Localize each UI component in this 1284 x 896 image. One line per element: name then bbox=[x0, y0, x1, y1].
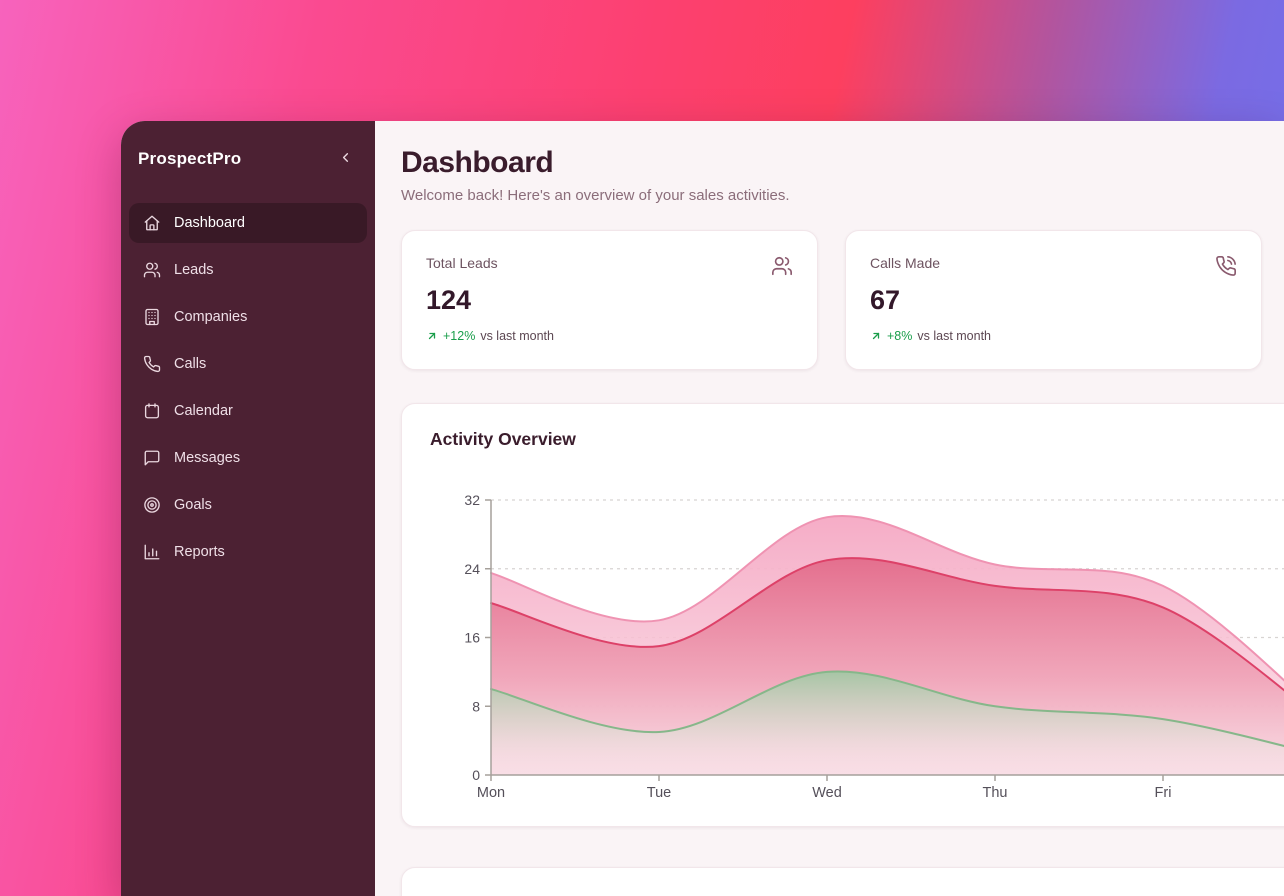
main-content: Dashboard Welcome back! Here's an overvi… bbox=[375, 121, 1284, 896]
trend-up-icon bbox=[426, 330, 438, 342]
page-title: Dashboard bbox=[401, 146, 554, 179]
stat-card-calls-made: Calls Made 67 +8% vs last month bbox=[845, 230, 1262, 370]
svg-text:Mon: Mon bbox=[477, 785, 505, 801]
building-icon bbox=[143, 308, 161, 326]
svg-text:24: 24 bbox=[464, 561, 480, 577]
users-icon bbox=[143, 261, 161, 279]
stat-trend: +8% vs last month bbox=[870, 329, 1237, 343]
bar-chart-icon bbox=[143, 543, 161, 561]
phone-call-icon bbox=[1215, 255, 1237, 277]
trend-suffix: vs last month bbox=[917, 329, 992, 343]
svg-text:Wed: Wed bbox=[812, 785, 842, 801]
activity-overview-card: Activity Overview 0 8 16 24 32 Mon Tue Wed Thu Fr… bbox=[401, 403, 1284, 827]
page-subtitle: Welcome back! Here's an overview of your… bbox=[401, 187, 790, 204]
stat-card-total-leads: Total Leads 124 +12% vs last month bbox=[401, 230, 818, 370]
svg-text:Thu: Thu bbox=[983, 785, 1008, 801]
sidebar-item-messages[interactable]: Messages bbox=[129, 438, 367, 478]
svg-text:32: 32 bbox=[464, 492, 480, 508]
app-window: ProspectPro Dashboard Leads Companies Ca… bbox=[121, 121, 1284, 896]
target-icon bbox=[143, 496, 161, 514]
stat-value: 124 bbox=[426, 285, 472, 315]
sidebar-item-dashboard[interactable]: Dashboard bbox=[129, 203, 367, 243]
stat-label: Calls Made bbox=[870, 255, 941, 271]
trend-percent: +8% bbox=[887, 329, 913, 343]
svg-text:Fri: Fri bbox=[1155, 785, 1172, 801]
svg-text:8: 8 bbox=[472, 698, 480, 714]
svg-text:0: 0 bbox=[472, 767, 480, 783]
sidebar: ProspectPro Dashboard Leads Companies Ca… bbox=[121, 121, 375, 896]
sidebar-nav: Dashboard Leads Companies Calls Calendar… bbox=[121, 190, 375, 585]
activity-area-chart: 08162432MonTueWedThuFriSat bbox=[464, 492, 1284, 801]
sidebar-item-leads[interactable]: Leads bbox=[129, 250, 367, 290]
chevron-left-icon bbox=[338, 150, 353, 168]
calendar-icon bbox=[143, 402, 161, 420]
stat-label: Total Leads bbox=[426, 255, 498, 271]
svg-text:Tue: Tue bbox=[647, 785, 671, 801]
home-icon bbox=[143, 214, 161, 232]
partially-visible-card bbox=[401, 867, 1284, 896]
sidebar-collapse-button[interactable] bbox=[336, 148, 355, 170]
sidebar-item-calendar[interactable]: Calendar bbox=[129, 391, 367, 431]
sidebar-item-reports[interactable]: Reports bbox=[129, 532, 367, 572]
phone-icon bbox=[143, 355, 161, 373]
trend-suffix: vs last month bbox=[480, 329, 554, 343]
sidebar-item-goals[interactable]: Goals bbox=[129, 485, 367, 525]
svg-text:16: 16 bbox=[464, 630, 480, 646]
stat-trend: +12% vs last month bbox=[426, 329, 793, 343]
sidebar-header: ProspectPro bbox=[121, 121, 375, 190]
users-icon bbox=[771, 255, 793, 277]
trend-up-icon bbox=[870, 330, 882, 342]
message-square-icon bbox=[143, 449, 161, 467]
brand-logo: ProspectPro bbox=[138, 149, 242, 168]
stat-value: 67 bbox=[870, 285, 901, 315]
trend-percent: +12% bbox=[443, 329, 476, 343]
sidebar-item-calls[interactable]: Calls bbox=[129, 344, 367, 384]
chart-title: Activity Overview bbox=[430, 429, 576, 449]
stats-row: Total Leads 124 +12% vs last month Calls… bbox=[401, 230, 1284, 370]
sidebar-item-companies[interactable]: Companies bbox=[129, 297, 367, 337]
